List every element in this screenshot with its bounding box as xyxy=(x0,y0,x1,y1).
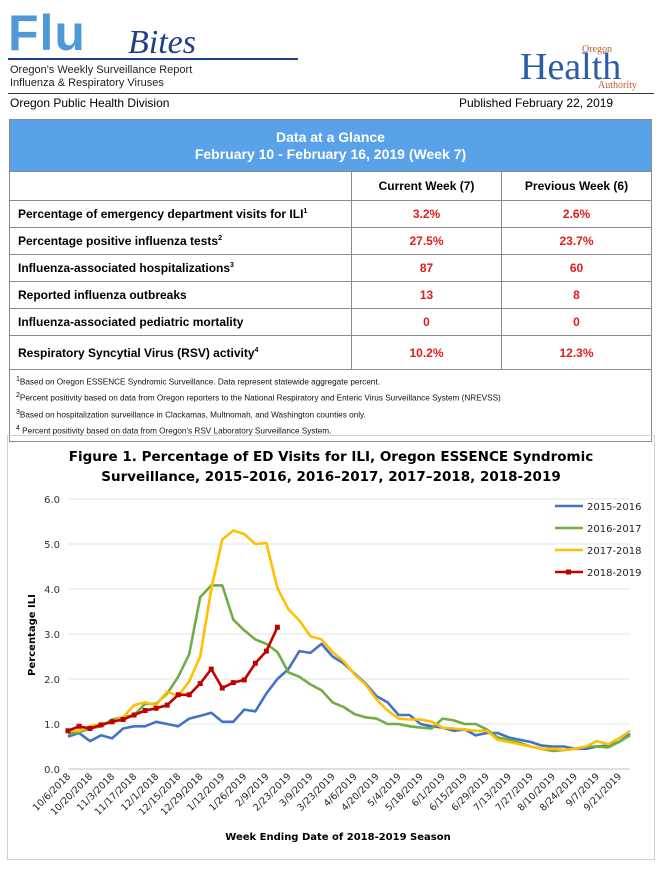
oregon-health-authority-logo: Oregon Health Authority xyxy=(520,44,650,92)
y-tick-label: 6.0 xyxy=(44,495,60,506)
y-tick-label: 5.0 xyxy=(44,540,60,551)
previous-value: 2.6% xyxy=(501,200,652,228)
report-header: Flu Bites Oregon's Weekly Surveillance R… xyxy=(0,0,667,112)
previous-value: 60 xyxy=(501,254,652,282)
data-point-2018-2019 xyxy=(252,660,258,666)
data-point-2018-2019 xyxy=(175,692,181,698)
brand-script-text: Bites xyxy=(128,24,196,61)
series-line-2017-2018 xyxy=(68,529,631,752)
data-point-2018-2019 xyxy=(142,708,148,713)
current-value: 10.2% xyxy=(351,335,502,370)
brand-underline xyxy=(8,58,298,60)
y-gridlines xyxy=(68,498,630,770)
footnote: 4 Percent positivity based on data from … xyxy=(16,424,332,436)
data-point-2018-2019 xyxy=(197,681,203,686)
table-row: Percentage positive influenza tests2 27.… xyxy=(9,227,652,255)
legend-marker xyxy=(566,569,571,575)
col-header-previous: Previous Week (6) xyxy=(501,171,652,201)
subtitle-line-1: Oregon's Weekly Surveillance Report xyxy=(10,64,193,76)
chart-title-line-2: Surveillance, 2015–2016, 2016–2017, 2017… xyxy=(101,469,560,485)
y-tick-label: 4.0 xyxy=(44,585,60,596)
data-point-2018-2019 xyxy=(208,666,214,672)
y-tick-label: 2.0 xyxy=(44,675,60,686)
data-point-2018-2019 xyxy=(120,717,126,722)
data-point-2018-2019 xyxy=(87,726,93,731)
previous-value: 0 xyxy=(501,308,652,336)
data-point-2018-2019 xyxy=(153,705,159,711)
footnote: 2Percent positivity based on data from O… xyxy=(16,392,501,404)
table-title-cell: Data at a Glance February 10 - February … xyxy=(9,119,652,172)
ili-line-chart: Figure 1. Percentage of ED Visits for IL… xyxy=(27,449,642,843)
division-name: Oregon Public Health Division xyxy=(10,96,170,110)
y-tick-label: 1.0 xyxy=(44,720,60,731)
current-value: 13 xyxy=(351,281,502,309)
data-point-2018-2019 xyxy=(230,680,236,686)
footnotes: 1Based on Oregon ESSENCE Syndromic Surve… xyxy=(9,368,652,443)
published-date: Published February 22, 2019 xyxy=(459,96,614,110)
series-line-2015-2016 xyxy=(67,642,631,751)
series-lines xyxy=(65,529,631,753)
data-point-2018-2019 xyxy=(263,648,269,654)
previous-value: 8 xyxy=(501,281,652,309)
chart-title-line-1: Figure 1. Percentage of ED Visits for IL… xyxy=(69,449,593,465)
row-label: Reported influenza outbreaks xyxy=(9,281,352,309)
y-tick-label: 0.0 xyxy=(44,765,60,776)
table-period: February 10 - February 16, 2019 (Week 7) xyxy=(194,145,467,162)
data-point-2018-2019 xyxy=(241,677,247,683)
footnote: 3Based on hospitalization surveillance i… xyxy=(16,408,366,420)
data-point-2018-2019 xyxy=(109,719,115,725)
data-point-2018-2019 xyxy=(219,685,225,691)
table-row: Percentage of emergency department visit… xyxy=(9,200,652,228)
legend-label: 2016-2017 xyxy=(587,524,642,535)
row-label: Respiratory Syncytial Virus (RSV) activi… xyxy=(9,335,352,370)
data-point-2018-2019 xyxy=(274,624,280,630)
row-label: Percentage positive influenza tests2 xyxy=(9,227,352,255)
y-axis-label: Percentage ILI xyxy=(27,594,38,676)
logo-bottom-text: Authority xyxy=(598,80,637,91)
chart-legend: 2015-2016 2016-2017 2017-2018 2018-2019 xyxy=(555,502,642,579)
table-row: Influenza-associated hospitalizations3 8… xyxy=(9,254,652,282)
table-header-row: Current Week (7) Previous Week (6) xyxy=(9,171,652,201)
data-point-2018-2019 xyxy=(98,722,104,728)
table-row: Influenza-associated pediatric mortality… xyxy=(9,308,652,336)
footnote: 1Based on Oregon ESSENCE Syndromic Surve… xyxy=(16,376,380,387)
table-title-row: Data at a Glance February 10 - February … xyxy=(9,119,652,172)
y-tick-labels: 0.0 1.0 2.0 3.0 4.0 5.0 6.0 xyxy=(44,495,60,776)
current-value: 27.5% xyxy=(351,227,502,255)
data-point-2018-2019 xyxy=(131,712,137,718)
footnotes-row: 1Based on Oregon ESSENCE Syndromic Surve… xyxy=(9,368,652,443)
data-point-2018-2019 xyxy=(65,728,71,734)
table-row: Respiratory Syncytial Virus (RSV) activi… xyxy=(9,335,652,370)
current-value: 87 xyxy=(351,254,502,282)
logo-top-text: Oregon xyxy=(582,44,612,55)
row-label: Percentage of emergency department visit… xyxy=(9,200,352,228)
row-label: Influenza-associated hospitalizations3 xyxy=(9,254,352,282)
current-value: 3.2% xyxy=(351,200,502,228)
legend-label: 2018-2019 xyxy=(587,568,642,579)
flubites-logo: Flu xyxy=(8,4,86,62)
header-divider xyxy=(8,93,654,94)
x-axis-label: Week Ending Date of 2018-2019 Season xyxy=(225,832,450,843)
row-label: Influenza-associated pediatric mortality xyxy=(9,308,352,336)
figure-1-chart: Figure 1. Percentage of ED Visits for IL… xyxy=(7,435,655,860)
legend-label: 2015-2016 xyxy=(587,502,642,513)
data-point-2018-2019 xyxy=(186,692,192,698)
col-header-current: Current Week (7) xyxy=(351,171,502,201)
previous-value: 23.7% xyxy=(501,227,652,255)
data-at-a-glance-table: Data at a Glance February 10 - February … xyxy=(9,119,652,443)
subtitle-line-2: Influenza & Respiratory Viruses xyxy=(10,77,164,89)
y-tick-label: 3.0 xyxy=(44,630,60,641)
logo-main-text: Health xyxy=(520,46,622,88)
x-tick-labels: 10/6/201810/20/201811/3/201811/17/201812… xyxy=(31,771,624,818)
legend-label: 2017-2018 xyxy=(587,546,642,557)
previous-value: 12.3% xyxy=(501,335,652,370)
table-header-empty xyxy=(9,171,352,201)
data-point-2018-2019 xyxy=(164,702,170,708)
current-value: 0 xyxy=(351,308,502,336)
table-row: Reported influenza outbreaks 13 8 xyxy=(9,281,652,309)
data-point-2018-2019 xyxy=(76,723,82,729)
brand-big-text: Flu xyxy=(8,5,86,61)
table-title: Data at a Glance xyxy=(276,128,385,145)
